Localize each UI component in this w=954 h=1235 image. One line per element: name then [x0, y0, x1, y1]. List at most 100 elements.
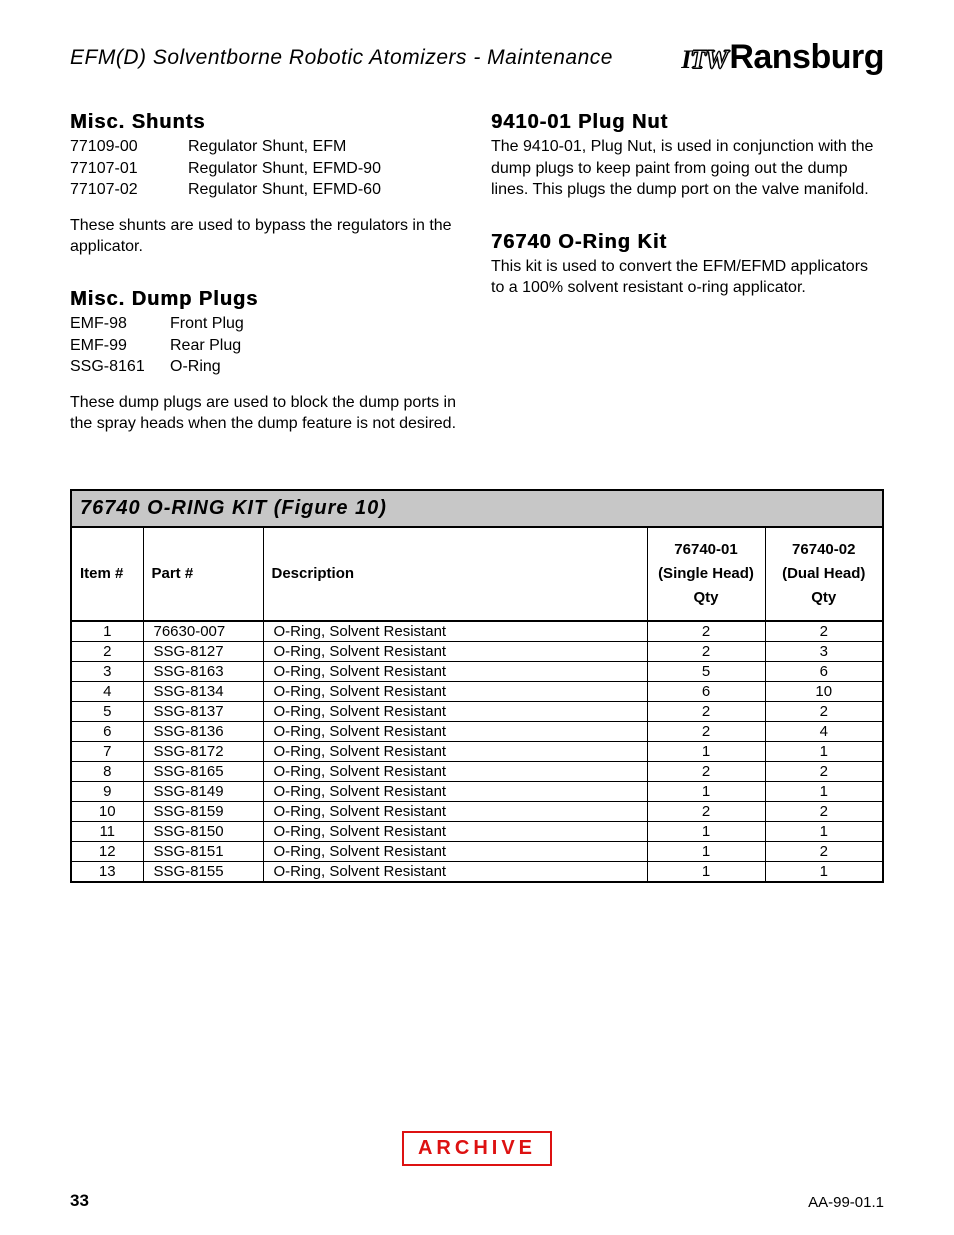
part-desc: Rear Plug: [170, 335, 241, 357]
heading-shunts: Misc. Shunts: [70, 111, 463, 134]
logo-itw: ITW: [681, 45, 727, 75]
brand-logo: ITW Ransburg: [681, 38, 884, 77]
cell-desc: O-Ring, Solvent Resistant: [263, 801, 647, 821]
table-row: 5SSG-8137O-Ring, Solvent Resistant22: [71, 701, 883, 721]
cell-desc: O-Ring, Solvent Resistant: [263, 861, 647, 882]
table-row: 8SSG-8165O-Ring, Solvent Resistant22: [71, 761, 883, 781]
cell-q1: 2: [647, 761, 765, 781]
logo-ransburg: Ransburg: [729, 38, 884, 77]
cell-desc: O-Ring, Solvent Resistant: [263, 821, 647, 841]
cell-part: SSG-8159: [143, 801, 263, 821]
cell-q2: 1: [765, 781, 883, 801]
part-number: EMF-99: [70, 335, 170, 357]
part-number: EMF-98: [70, 313, 170, 335]
table-row: 10SSG-8159O-Ring, Solvent Resistant22: [71, 801, 883, 821]
cell-q1: 2: [647, 621, 765, 642]
cell-part: SSG-8172: [143, 741, 263, 761]
dump-list: EMF-98Front PlugEMF-99Rear PlugSSG-8161O…: [70, 313, 463, 378]
cell-desc: O-Ring, Solvent Resistant: [263, 781, 647, 801]
cell-q2: 2: [765, 701, 883, 721]
cell-q2: 2: [765, 761, 883, 781]
cell-desc: O-Ring, Solvent Resistant: [263, 721, 647, 741]
list-item: 77109-00Regulator Shunt, EFM: [70, 136, 463, 158]
cell-q1: 1: [647, 821, 765, 841]
cell-q2: 1: [765, 821, 883, 841]
section-oring-kit: 76740 O-Ring Kit This kit is used to con…: [491, 231, 884, 299]
table-row: 2SSG-8127O-Ring, Solvent Resistant23: [71, 641, 883, 661]
part-number: SSG-8161: [70, 356, 170, 378]
table-row: 9SSG-8149O-Ring, Solvent Resistant11: [71, 781, 883, 801]
cell-q2: 4: [765, 721, 883, 741]
cell-part: SSG-8155: [143, 861, 263, 882]
list-item: 77107-02Regulator Shunt, EFMD-60: [70, 179, 463, 201]
section-shunts: Misc. Shunts 77109-00Regulator Shunt, EF…: [70, 111, 463, 258]
cell-q1: 1: [647, 741, 765, 761]
part-desc: Regulator Shunt, EFMD-60: [188, 179, 381, 201]
cell-q1: 2: [647, 701, 765, 721]
heading-plug-nut: 9410-01 Plug Nut: [491, 111, 884, 134]
cell-item: 6: [71, 721, 143, 741]
oring-kit-body: This kit is used to convert the EFM/EFMD…: [491, 256, 884, 299]
cell-desc: O-Ring, Solvent Resistant: [263, 841, 647, 861]
cell-q2: 6: [765, 661, 883, 681]
cell-part: SSG-8163: [143, 661, 263, 681]
cell-part: SSG-8134: [143, 681, 263, 701]
table-row: 3SSG-8163O-Ring, Solvent Resistant56: [71, 661, 883, 681]
table-title-row: 76740 O-RING KIT (Figure 10): [71, 490, 883, 527]
table-body: 176630-007O-Ring, Solvent Resistant222SS…: [71, 621, 883, 882]
cell-q1: 1: [647, 861, 765, 882]
cell-desc: O-Ring, Solvent Resistant: [263, 661, 647, 681]
cell-desc: O-Ring, Solvent Resistant: [263, 741, 647, 761]
list-item: EMF-98Front Plug: [70, 313, 463, 335]
cell-item: 11: [71, 821, 143, 841]
col-part: Part #: [143, 527, 263, 621]
col-qty-single: 76740-01(Single Head)Qty: [647, 527, 765, 621]
cell-q1: 2: [647, 801, 765, 821]
cell-part: SSG-8165: [143, 761, 263, 781]
content-columns: Misc. Shunts 77109-00Regulator Shunt, EF…: [70, 111, 884, 465]
cell-part: SSG-8149: [143, 781, 263, 801]
cell-q2: 2: [765, 621, 883, 642]
cell-q1: 2: [647, 721, 765, 741]
part-number: 77107-01: [70, 158, 188, 180]
cell-item: 1: [71, 621, 143, 642]
cell-q1: 1: [647, 841, 765, 861]
oring-table-wrap: 76740 O-RING KIT (Figure 10) Item # Part…: [70, 489, 884, 883]
part-number: 77107-02: [70, 179, 188, 201]
cell-item: 7: [71, 741, 143, 761]
heading-dump-plugs: Misc. Dump Plugs: [70, 288, 463, 311]
col-item: Item #: [71, 527, 143, 621]
list-item: 77107-01Regulator Shunt, EFMD-90: [70, 158, 463, 180]
oring-table: 76740 O-RING KIT (Figure 10) Item # Part…: [70, 489, 884, 883]
cell-q1: 5: [647, 661, 765, 681]
table-header-row: Item # Part # Description 76740-01(Singl…: [71, 527, 883, 621]
table-row: 12SSG-8151O-Ring, Solvent Resistant12: [71, 841, 883, 861]
cell-part: SSG-8136: [143, 721, 263, 741]
page-number: 33: [70, 1191, 89, 1211]
cell-item: 3: [71, 661, 143, 681]
section-dump-plugs: Misc. Dump Plugs EMF-98Front PlugEMF-99R…: [70, 288, 463, 435]
cell-item: 9: [71, 781, 143, 801]
section-plug-nut: 9410-01 Plug Nut The 9410-01, Plug Nut, …: [491, 111, 884, 201]
table-row: 7SSG-8172O-Ring, Solvent Resistant11: [71, 741, 883, 761]
table-row: 6SSG-8136O-Ring, Solvent Resistant24: [71, 721, 883, 741]
cell-q2: 2: [765, 801, 883, 821]
table-row: 11SSG-8150O-Ring, Solvent Resistant11: [71, 821, 883, 841]
part-number: 77109-00: [70, 136, 188, 158]
cell-item: 8: [71, 761, 143, 781]
cell-q2: 1: [765, 861, 883, 882]
dump-note: These dump plugs are used to block the d…: [70, 392, 463, 435]
heading-oring-kit: 76740 O-Ring Kit: [491, 231, 884, 254]
part-desc: Front Plug: [170, 313, 244, 335]
cell-q1: 6: [647, 681, 765, 701]
cell-item: 4: [71, 681, 143, 701]
left-column: Misc. Shunts 77109-00Regulator Shunt, EF…: [70, 111, 463, 465]
cell-item: 5: [71, 701, 143, 721]
cell-q2: 1: [765, 741, 883, 761]
doc-title: EFM(D) Solventborne Robotic Atomizers - …: [70, 46, 613, 70]
plug-nut-body: The 9410-01, Plug Nut, is used in conjun…: [491, 136, 884, 201]
cell-q1: 2: [647, 641, 765, 661]
shunts-list: 77109-00Regulator Shunt, EFM77107-01Regu…: [70, 136, 463, 201]
cell-desc: O-Ring, Solvent Resistant: [263, 681, 647, 701]
cell-desc: O-Ring, Solvent Resistant: [263, 701, 647, 721]
